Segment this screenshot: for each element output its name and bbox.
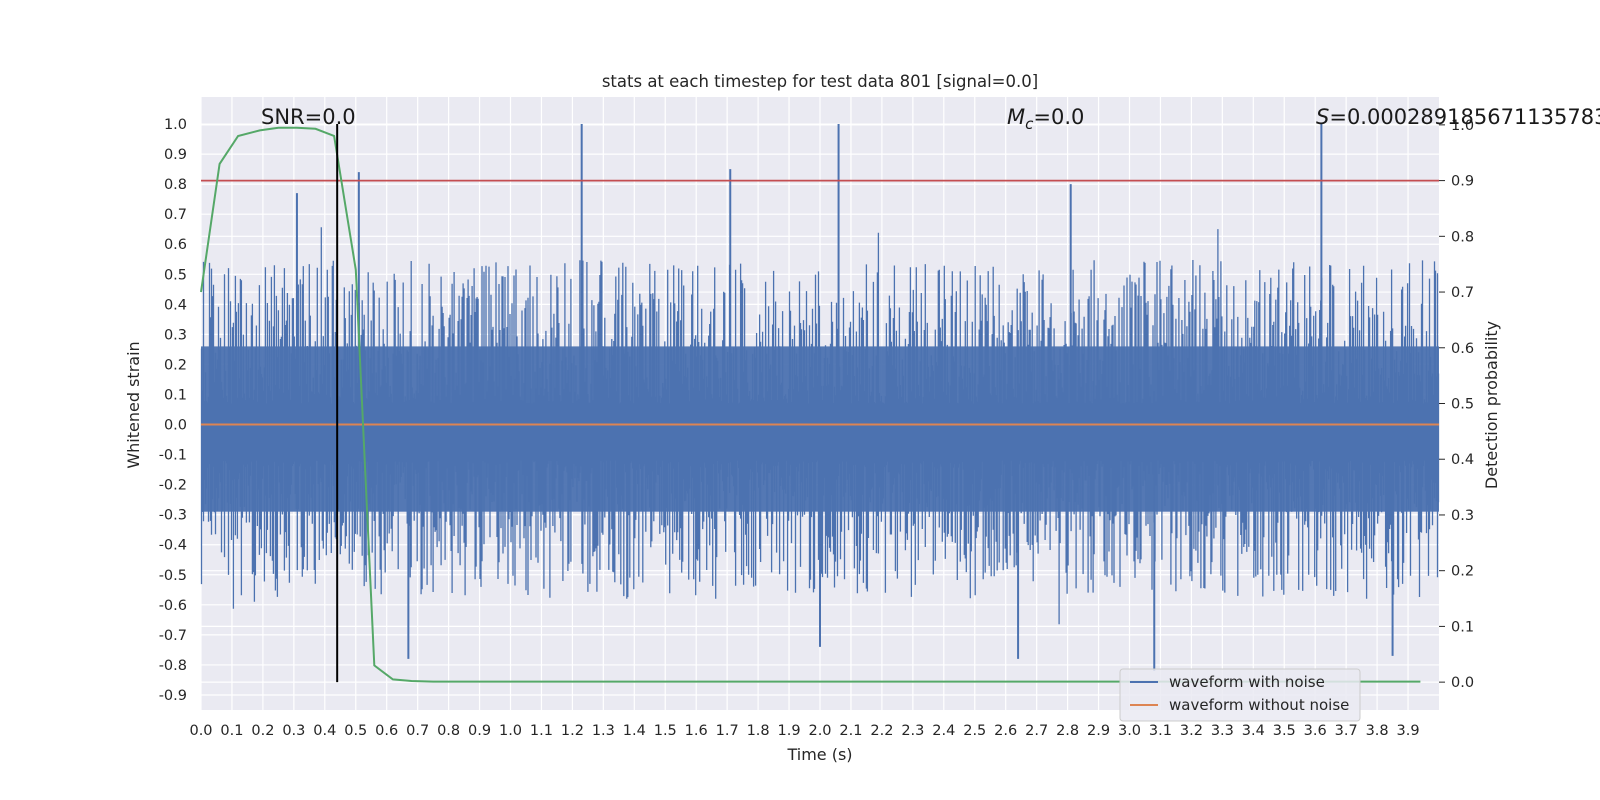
x-tick-label: 2.3 [901, 723, 924, 739]
y2-tick-labels: 0.0 0.1 0.2 0.3 0.4 0.5 0.6 0.7 0.8 0.9 1.0 [1439, 118, 1474, 691]
y-tick-label: 0.9 [164, 147, 187, 163]
x-tick-label: 2.2 [870, 723, 893, 739]
x-tick-label: 1.8 [747, 723, 770, 739]
legend: waveform with noise waveform without noi… [1119, 668, 1361, 722]
y-tick-label: -0.8 [159, 658, 187, 674]
y-tick-label: -0.5 [159, 568, 187, 584]
x-tick-label: 0.5 [344, 723, 367, 739]
y-tick-label: 0.4 [164, 297, 187, 313]
y-tick-label: 0.1 [164, 387, 187, 403]
x-tick-label: 3.1 [1149, 723, 1172, 739]
y-tick-label: 0.8 [164, 177, 187, 193]
y2-tick-label: 0.3 [1451, 508, 1474, 524]
x-tick-label: 1.1 [530, 723, 553, 739]
legend-label-clean: waveform without noise [1169, 696, 1349, 714]
y2-tick-label: 0.4 [1451, 452, 1474, 468]
x-tick-label: 0.0 [189, 723, 212, 739]
x-tick-label: 0.8 [437, 723, 460, 739]
x-tick-label: 2.1 [839, 723, 862, 739]
y2-tick-label: 0.7 [1451, 285, 1474, 301]
y-tick-label: -0.6 [159, 598, 187, 614]
y-tick-label: -0.1 [159, 448, 187, 464]
x-tick-label: 0.9 [468, 723, 491, 739]
annotation-chirp-mass: Mc=0.0 [1007, 105, 1084, 133]
legend-box [1119, 668, 1361, 722]
y2-axis-title: Detection probability [1482, 321, 1501, 489]
x-tick-label: 1.7 [716, 723, 739, 739]
y2-tick-label: 0.8 [1451, 229, 1474, 245]
y2-tick-label: 0.5 [1451, 397, 1474, 413]
x-tick-label: 3.2 [1180, 723, 1203, 739]
legend-label-noise: waveform with noise [1169, 673, 1325, 691]
x-tick-label: 2.5 [963, 723, 986, 739]
y2-tick-label: 0.2 [1451, 564, 1474, 580]
x-tick-label: 3.8 [1366, 723, 1389, 739]
y-tick-label: -0.2 [159, 478, 187, 494]
x-tick-label: 2.7 [1025, 723, 1048, 739]
x-tick-label: 2.8 [1056, 723, 1079, 739]
y-tick-label: -0.9 [159, 688, 187, 704]
annotation-s: S=0.0002891856711357833 [1316, 105, 1600, 129]
x-tick-label: 2.0 [808, 723, 831, 739]
y-tick-label: 0.5 [164, 267, 187, 283]
y-tick-label: 1.0 [164, 117, 187, 133]
y-tick-label: 0.7 [164, 207, 187, 223]
waveform-noise-trace [200, 227, 1440, 625]
y-tick-labels: -0.9 -0.8 -0.7 -0.6 -0.5 -0.4 -0.3 -0.2 -0.1 0.0 0… [159, 117, 187, 704]
annotation-snr: SNR=0.0 [261, 105, 356, 129]
y2-tick-label: 0.6 [1451, 341, 1474, 357]
x-tick-label: 1.9 [778, 723, 801, 739]
x-tick-label: 0.7 [406, 723, 429, 739]
x-tick-label: 1.0 [499, 723, 522, 739]
x-tick-label: 0.2 [251, 723, 274, 739]
x-tick-label: 3.3 [1211, 723, 1234, 739]
x-tick-label: 1.5 [654, 723, 677, 739]
x-tick-label: 3.4 [1242, 723, 1265, 739]
y-tick-label: -0.4 [159, 538, 187, 554]
y-tick-label: 0.3 [164, 327, 187, 343]
x-tick-label: 1.2 [561, 723, 584, 739]
y2-tick-label: 0.1 [1451, 619, 1474, 635]
x-tick-label: 3.6 [1304, 723, 1327, 739]
y-axis-title: Whitened strain [124, 341, 143, 468]
y-tick-label: 0.0 [164, 418, 187, 434]
x-tick-label: 2.6 [994, 723, 1017, 739]
x-tick-label: 0.6 [375, 723, 398, 739]
x-tick-label: 2.9 [1087, 723, 1110, 739]
series-waveform-with-noise [200, 124, 1440, 671]
x-tick-labels: 0.0 0.1 0.2 0.3 0.4 0.5 0.6 0.7 0.8 0.9 1.0 1.1 1.2 1… [189, 723, 1419, 739]
y-tick-label: 0.2 [164, 357, 187, 373]
x-tick-label: 0.1 [220, 723, 243, 739]
y2-tick-label: 0.0 [1451, 675, 1474, 691]
x-tick-label: 3.0 [1118, 723, 1141, 739]
x-tick-label: 2.4 [932, 723, 955, 739]
y2-tick-label: 1.0 [1451, 118, 1474, 134]
x-tick-label: 3.7 [1335, 723, 1358, 739]
x-tick-label: 3.5 [1273, 723, 1296, 739]
y-tick-label: -0.3 [159, 508, 187, 524]
x-axis-title: Time (s) [786, 745, 852, 764]
y-tick-label: 0.6 [164, 237, 187, 253]
x-tick-label: 3.9 [1397, 723, 1420, 739]
y-tick-label: -0.7 [159, 628, 187, 644]
series-detection-probability [200, 126, 1421, 683]
chart-title: stats at each timestep for test data 801… [602, 72, 1038, 91]
y2-tick-label: 0.9 [1451, 174, 1474, 190]
x-tick-label: 1.3 [592, 723, 615, 739]
x-tick-label: 1.6 [685, 723, 708, 739]
x-tick-label: 1.4 [623, 723, 646, 739]
x-tick-label: 0.3 [282, 723, 305, 739]
x-tick-label: 0.4 [313, 723, 336, 739]
